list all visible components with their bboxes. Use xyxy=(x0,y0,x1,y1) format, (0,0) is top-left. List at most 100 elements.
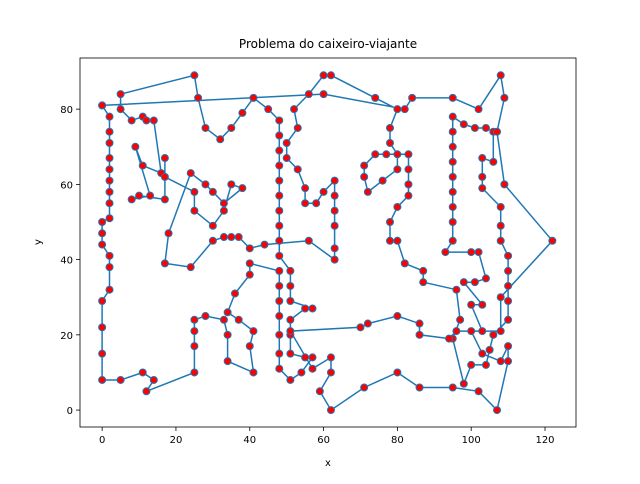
city-point xyxy=(319,90,328,99)
city-point xyxy=(304,236,313,245)
city-point xyxy=(467,300,476,309)
city-point xyxy=(393,105,402,114)
city-point xyxy=(275,266,284,275)
city-point xyxy=(245,270,254,279)
city-point xyxy=(275,281,284,290)
plot-area xyxy=(79,57,577,428)
city-point xyxy=(504,266,513,275)
city-point xyxy=(286,266,295,275)
city-point xyxy=(105,154,114,163)
city-point xyxy=(500,93,509,102)
city-point xyxy=(470,278,479,287)
city-point xyxy=(275,312,284,321)
x-tick-label: 0 xyxy=(99,435,105,446)
city-point xyxy=(386,236,394,245)
city-point xyxy=(105,165,114,174)
city-point xyxy=(260,240,269,249)
city-point xyxy=(448,172,457,181)
city-point xyxy=(386,139,394,148)
city-point xyxy=(146,191,155,200)
city-point xyxy=(138,368,147,377)
city-point xyxy=(227,123,236,132)
city-point xyxy=(227,180,236,189)
city-point xyxy=(493,406,502,415)
city-point xyxy=(326,406,335,415)
city-point xyxy=(219,206,228,215)
city-point xyxy=(485,345,494,354)
city-point xyxy=(400,105,409,114)
city-point xyxy=(275,206,284,215)
city-point xyxy=(164,229,173,238)
city-point xyxy=(127,116,136,125)
y-axis-label: y xyxy=(33,239,44,245)
city-point xyxy=(135,191,144,200)
city-point xyxy=(459,379,468,388)
y-tick-label: 0 xyxy=(67,406,73,417)
city-point xyxy=(481,274,490,283)
city-point xyxy=(330,176,339,185)
y-tick-label: 40 xyxy=(60,256,73,267)
city-point xyxy=(470,123,479,132)
city-point xyxy=(330,221,339,230)
city-point xyxy=(496,327,505,336)
city-point xyxy=(249,368,258,377)
city-point xyxy=(282,154,291,163)
city-point xyxy=(308,353,317,362)
city-point xyxy=(105,263,114,272)
city-point xyxy=(326,71,335,80)
city-point xyxy=(356,323,365,332)
city-point xyxy=(478,300,487,309)
city-point xyxy=(371,93,380,102)
city-point xyxy=(98,323,107,332)
city-point xyxy=(382,150,391,159)
city-point xyxy=(408,93,417,102)
city-point xyxy=(478,154,487,163)
city-point xyxy=(160,259,169,268)
city-point xyxy=(293,123,302,132)
city-point xyxy=(249,93,258,102)
city-point xyxy=(496,293,505,302)
city-point xyxy=(190,342,199,351)
city-point xyxy=(160,154,169,163)
city-point xyxy=(190,315,199,324)
city-point xyxy=(489,330,498,339)
city-point xyxy=(194,93,203,102)
city-point xyxy=(504,315,513,324)
city-point xyxy=(238,184,247,193)
city-point xyxy=(504,281,513,290)
city-point xyxy=(142,387,151,396)
city-point xyxy=(445,334,454,343)
city-point xyxy=(448,236,457,245)
city-point xyxy=(190,327,199,336)
city-point xyxy=(319,71,328,80)
city-point xyxy=(275,251,284,260)
city-point xyxy=(319,187,328,196)
city-point xyxy=(504,342,513,351)
city-point xyxy=(264,105,273,114)
city-point xyxy=(116,105,125,114)
city-point xyxy=(275,349,284,358)
city-point xyxy=(227,233,236,242)
city-point xyxy=(504,357,513,366)
city-point xyxy=(478,184,487,193)
city-point xyxy=(105,285,114,294)
city-point xyxy=(371,150,380,159)
city-point xyxy=(496,71,505,80)
city-point xyxy=(481,123,490,132)
city-point xyxy=(448,187,457,196)
city-point xyxy=(415,330,424,339)
city-point xyxy=(286,296,295,305)
city-point xyxy=(315,387,324,396)
city-point xyxy=(219,315,228,324)
city-point xyxy=(245,259,254,268)
city-point xyxy=(474,387,483,396)
city-point xyxy=(308,364,317,373)
city-point xyxy=(98,229,107,238)
city-point xyxy=(286,281,295,290)
city-point xyxy=(330,255,339,264)
city-point xyxy=(478,349,487,358)
city-point xyxy=(105,199,114,208)
city-point xyxy=(459,120,468,129)
city-point xyxy=(360,161,369,170)
city-point xyxy=(393,165,402,174)
